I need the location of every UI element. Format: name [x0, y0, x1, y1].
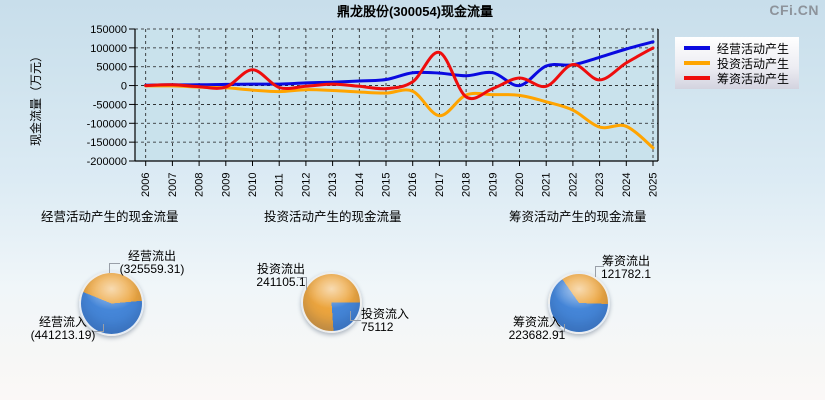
slice-label: 筹资流入	[512, 315, 561, 329]
legend-row-operating: 经营活动产生	[675, 41, 799, 56]
svg-text:2012: 2012	[300, 173, 312, 197]
svg-text:100000: 100000	[90, 43, 127, 55]
svg-text:2011: 2011	[274, 173, 286, 197]
svg-text:0: 0	[121, 81, 127, 93]
slice-label: 投资流出	[256, 262, 305, 276]
legend-label-operating: 经营活动产生	[717, 41, 790, 56]
cfi-logo[interactable]: CFi.CN	[769, 2, 819, 18]
svg-text:50000: 50000	[96, 62, 127, 74]
connector-line	[595, 266, 604, 277]
slice-label: 经营流入	[38, 315, 87, 329]
plot-area: 150000 100000 50000 0 -50000 -100000 -150000 -2…	[87, 24, 660, 197]
slice-value: (441213.19)	[30, 328, 96, 342]
pie-label-investing-in: 投资流入 75112	[361, 308, 433, 334]
legend-row-investing: 投资活动产生	[675, 56, 799, 71]
legend-label-investing: 投资活动产生	[717, 56, 790, 71]
slice-value: 241105.1	[256, 275, 306, 289]
connector-line	[109, 263, 120, 273]
section-header-investing: 投资活动产生的现金流量	[264, 210, 402, 224]
pie-financing	[548, 272, 610, 334]
svg-text:2010: 2010	[247, 173, 259, 197]
connector-line	[93, 324, 104, 332]
svg-text:2021: 2021	[541, 173, 553, 197]
connector-line	[297, 277, 307, 290]
svg-text:-50000: -50000	[93, 99, 127, 111]
chart-legend: 经营活动产生 投资活动产生 筹资活动产生	[675, 37, 799, 89]
svg-text:2022: 2022	[567, 173, 579, 197]
svg-text:2006: 2006	[140, 173, 152, 197]
legend-swatch-financing	[684, 76, 710, 80]
svg-text:2020: 2020	[514, 173, 526, 197]
connector-line	[556, 324, 565, 332]
pie-label-financing-out: 筹资流出 121782.1	[596, 255, 656, 281]
y-axis-title: 现金流量（万元）	[28, 50, 43, 146]
svg-text:-150000: -150000	[87, 137, 127, 149]
svg-text:2024: 2024	[621, 173, 633, 197]
svg-text:2018: 2018	[461, 173, 473, 197]
slice-label: 投资流入	[361, 307, 410, 321]
slice-label: 筹资流出	[601, 254, 650, 268]
svg-text:2019: 2019	[487, 173, 499, 197]
svg-text:2009: 2009	[220, 173, 232, 197]
pie-label-financing-in: 筹资流入 223682.91	[499, 316, 575, 342]
section-header-financing: 筹资活动产生的现金流量	[509, 210, 647, 224]
svg-text:2008: 2008	[194, 173, 206, 197]
legend-swatch-operating	[684, 46, 710, 50]
svg-text:2023: 2023	[594, 173, 606, 197]
svg-text:-100000: -100000	[87, 118, 127, 130]
svg-text:2014: 2014	[354, 173, 366, 197]
chart-title: 鼎龙股份(300054)现金流量	[337, 4, 493, 19]
legend-swatch-investing	[684, 61, 710, 65]
pie-label-operating-out: 经营流出 (325559.31)	[112, 250, 192, 276]
slice-value: 223682.91	[508, 328, 566, 342]
svg-text:2015: 2015	[381, 173, 393, 197]
pie-label-operating-in: 经营流入 (441213.19)	[22, 316, 104, 342]
connector-line	[350, 311, 361, 321]
slice-label: 经营流出	[127, 249, 176, 263]
pie-label-investing-out: 投资流出 241105.1	[245, 263, 317, 289]
pie-operating	[79, 271, 144, 336]
svg-text:2016: 2016	[407, 173, 419, 197]
svg-text:2025: 2025	[648, 173, 660, 197]
svg-text:2017: 2017	[434, 173, 446, 197]
legend-label-financing: 筹资活动产生	[717, 71, 790, 86]
cashflow-line-chart: 鼎龙股份(300054)现金流量 现金流量（万元） 150000 100000 50…	[28, 4, 660, 197]
svg-text:2007: 2007	[167, 173, 179, 197]
slice-value: 121782.1	[600, 267, 652, 281]
pie-investing	[301, 272, 362, 333]
svg-text:2013: 2013	[327, 173, 339, 197]
slice-value: (325559.31)	[119, 262, 185, 276]
slice-value: 75112	[361, 320, 394, 334]
legend-row-financing: 筹资活动产生	[675, 71, 799, 86]
svg-text:150000: 150000	[90, 24, 127, 36]
svg-text:-200000: -200000	[87, 156, 127, 168]
section-header-operating: 经营活动产生的现金流量	[41, 210, 179, 224]
